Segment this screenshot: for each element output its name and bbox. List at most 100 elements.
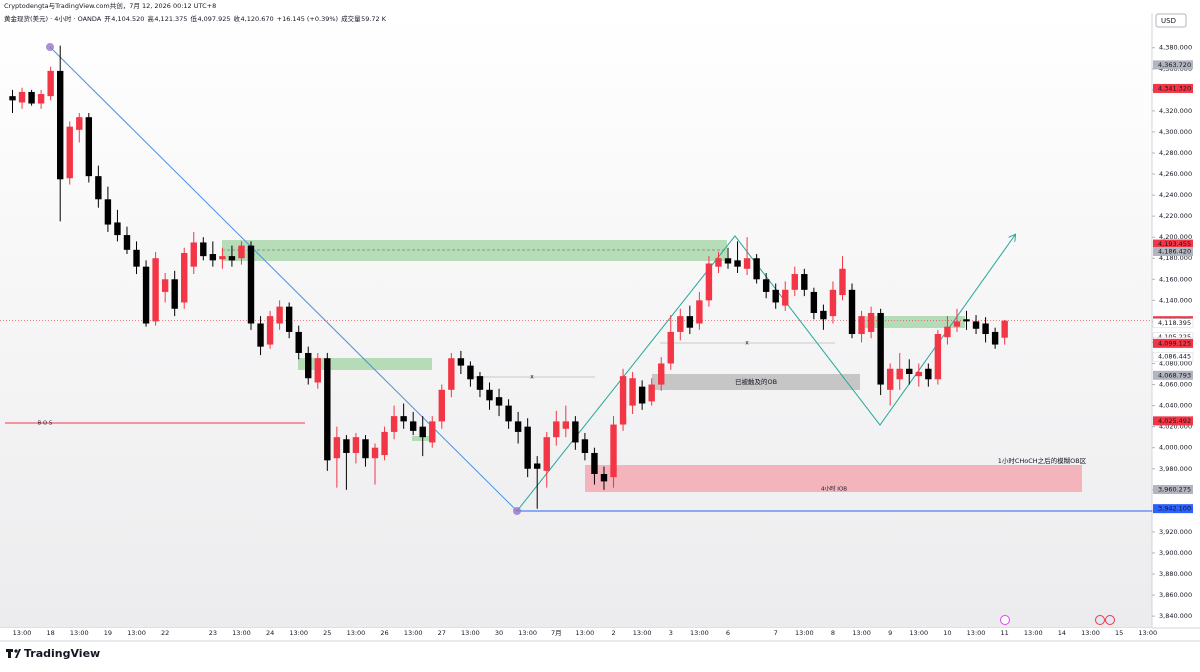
candle-body [591, 452, 598, 475]
candle-body [352, 437, 360, 453]
candle-body [762, 279, 770, 292]
price-tag-label: 4,086.445 [1158, 353, 1191, 361]
event-icon[interactable] [1095, 615, 1105, 625]
x-tick-label: 6 [726, 629, 730, 637]
candle-body [658, 363, 665, 385]
price-tag-label: 4,025.492 [1158, 417, 1191, 425]
x-tick-label: 30 [495, 629, 503, 637]
x-tick-label: 13:00 [852, 629, 871, 637]
annotation: x [530, 374, 534, 381]
currency-box[interactable] [1155, 13, 1187, 28]
candle-body [944, 326, 951, 338]
candle-body [572, 421, 579, 443]
event-icon[interactable] [1105, 615, 1115, 625]
quote-line: 黄金现货(美元) · 4小时 · OANDA 开 4,104.520 高 4,121.3… [4, 14, 387, 23]
candle-body [419, 426, 426, 438]
candle-body [667, 331, 674, 364]
y-tick-label: 3,840.000 [1159, 612, 1192, 620]
candle-body [619, 376, 627, 425]
pivot[interactable] [513, 507, 521, 515]
candle-body [600, 474, 608, 482]
x-tick-label: 13:00 [633, 629, 652, 637]
price-tag [1153, 246, 1193, 256]
candle-body [829, 289, 837, 317]
annotation: 已被触及的OB [735, 377, 777, 386]
candle-body [810, 291, 818, 313]
candle-body [715, 258, 722, 267]
x-tick-label: 13:00 [795, 629, 814, 637]
quote-label: 低 [190, 14, 197, 23]
y-tick-label: 4,160.000 [1159, 275, 1192, 283]
annotation: x [745, 340, 749, 347]
y-tick-label: 4,380.000 [1159, 44, 1192, 52]
trend-line [49, 46, 518, 512]
candle-body [972, 321, 980, 329]
candle-body [257, 323, 264, 347]
candle-body [181, 252, 188, 303]
price-tag-label: 4,186.420 [1158, 247, 1191, 255]
y-tick-label: 4,020.000 [1159, 423, 1192, 431]
candle-body [820, 310, 827, 320]
candle-body [505, 405, 512, 422]
candle-body [66, 126, 73, 179]
y-tick-label: 4,080.000 [1159, 359, 1192, 367]
x-tick-label: 27 [438, 629, 446, 637]
quote-value: 4,121.375 [154, 15, 187, 23]
currency[interactable]: USD [1161, 17, 1176, 25]
y-tick-label: 4,300.000 [1159, 128, 1192, 136]
price-tag-label: 4,118.395 [1158, 319, 1191, 327]
candle-body [18, 91, 26, 103]
annotation: 4小时 IOB [821, 485, 847, 493]
y-tick-label: 4,240.000 [1159, 191, 1192, 199]
annotation: 1小时CHoCH之后的模糊OB区 [998, 456, 1087, 465]
candle-body [915, 371, 922, 377]
candle-body [581, 439, 589, 453]
quote-value: 4,120.670 [241, 15, 274, 23]
candle-body [47, 70, 54, 97]
x-tick-label: 13:00 [690, 629, 709, 637]
x-tick-label: 7 [774, 629, 778, 637]
candle-body [543, 437, 550, 471]
candle-body [28, 91, 35, 104]
x-tick-label: 13:00 [967, 629, 986, 637]
price-tag-label: 4,193.455 [1158, 240, 1191, 248]
x-tick-label: 24 [266, 629, 274, 637]
candle-body [877, 312, 884, 385]
candle-body [553, 421, 560, 438]
event-icon[interactable] [1000, 615, 1010, 625]
price-tag [1153, 239, 1193, 249]
candle-body [314, 358, 321, 383]
zone [865, 316, 965, 328]
candle-body [648, 384, 655, 402]
candle-body [76, 117, 83, 130]
price-tag-label: 3,960.275 [1158, 486, 1191, 494]
candle-body [285, 306, 293, 332]
candle-body [934, 334, 942, 380]
candle-body [772, 289, 779, 303]
quote-change: +16.145 (+0.39%) [277, 15, 338, 23]
candle-body [743, 258, 751, 269]
candle-body [1001, 320, 1008, 338]
candle-body [991, 331, 999, 345]
candle-body [295, 331, 302, 353]
candle-body [925, 368, 932, 380]
candle-body [906, 368, 913, 375]
candle-body [9, 96, 16, 101]
candle-body [343, 439, 350, 453]
x-tick-label: 13:00 [1081, 629, 1100, 637]
candle-body [495, 397, 503, 406]
x-tick-label: 22 [161, 629, 169, 637]
x-tick-label: 8 [831, 629, 835, 637]
quote-label: 开 [104, 15, 111, 23]
price-tag-label: 4,068.793 [1158, 371, 1191, 379]
price-tag [1153, 370, 1193, 380]
candle-body [677, 316, 684, 332]
y-tick-label: 3,920.000 [1159, 528, 1192, 536]
x-tick-label: 25 [323, 629, 331, 637]
pivot[interactable] [46, 43, 54, 51]
zone [298, 358, 432, 370]
candle-body [114, 222, 121, 236]
x-tick-label: 13:00 [576, 629, 595, 637]
quote-label: 收 [234, 14, 241, 23]
